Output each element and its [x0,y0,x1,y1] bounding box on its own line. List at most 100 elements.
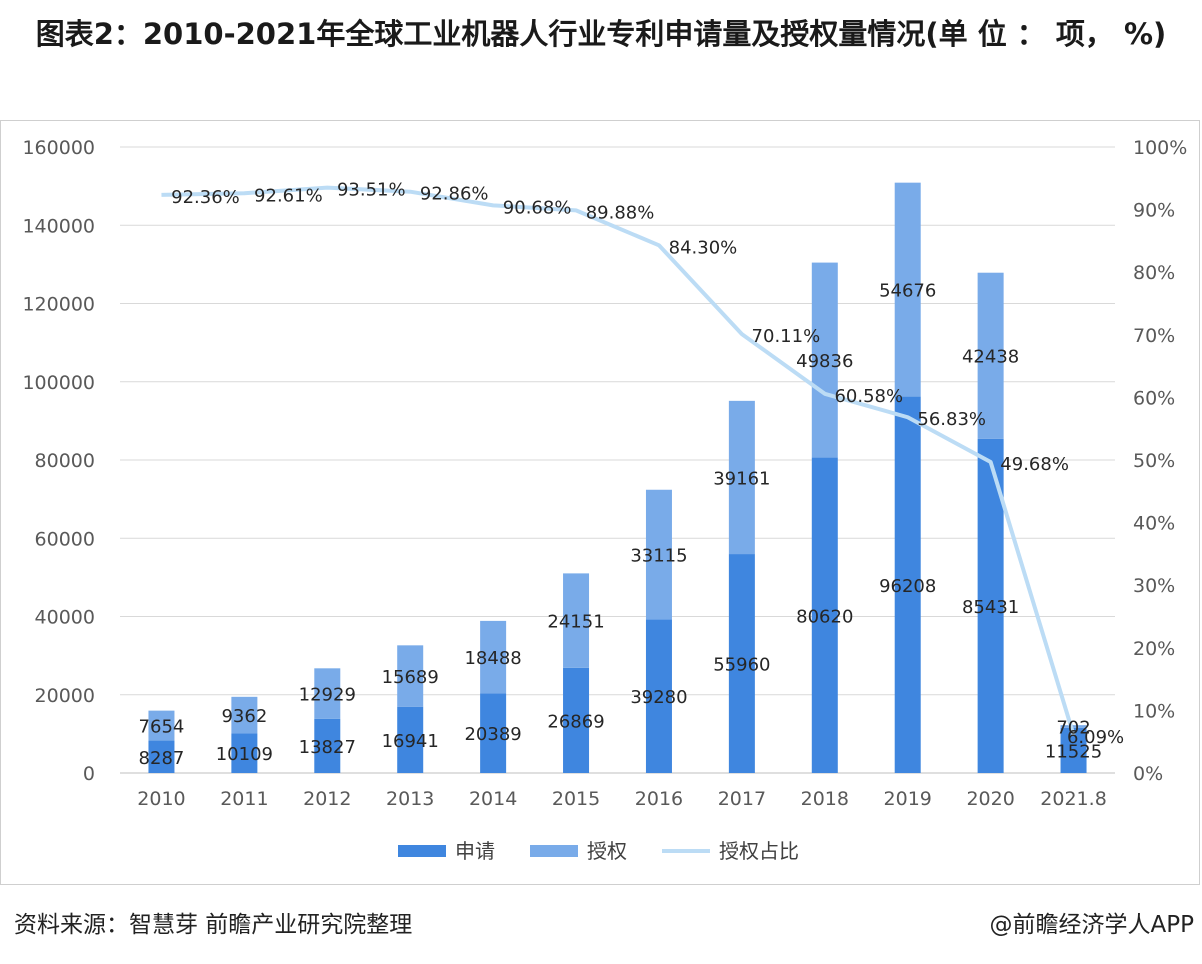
y2-tick-label: 40% [1133,513,1175,535]
legend-label-apply: 申请 [455,839,495,863]
label-apply: 11525 [1045,741,1102,762]
y2-tick-label: 70% [1133,325,1175,347]
x-tick-label: 2017 [718,788,766,810]
bar-grant [645,489,672,620]
bar-grant [894,182,921,397]
axes: 0 20000 40000 60000 80000 100000 120000 140000 1… [22,137,1187,810]
bar-grant [1060,725,1087,728]
source-note: 资料来源：智慧芽 前瞻产业研究院整理 [14,912,413,938]
y2-tick-label: 10% [1133,700,1175,722]
x-tick-label: 2012 [303,788,351,810]
x-tick-label: 2020 [966,788,1014,810]
bar-apply [728,554,755,773]
label-grant: 39161 [713,468,770,489]
y-tick-label: 100000 [22,372,95,394]
label-grant: 15689 [382,667,439,688]
y2-tick-label: 60% [1133,387,1175,409]
label-grant: 24151 [547,612,604,633]
credit-note: @前瞻经济学人APP [989,912,1194,938]
bar-grant [314,668,341,719]
label-ratio: 90.68% [503,197,572,218]
label-apply: 39280 [630,687,687,708]
label-grant: 49836 [796,351,853,372]
x-tick-label: 2018 [801,788,849,810]
label-grant: 702 [1056,718,1090,739]
x-tick-label: 2021.8 [1040,788,1106,810]
bar-apply [231,733,258,773]
label-grant: 7654 [139,717,185,738]
label-apply: 13827 [299,737,356,758]
label-ratio: 56.83% [917,409,986,430]
data-labels: 8287 7654 10109 9362 13827 12929 16941 15689 203… [139,180,1125,769]
label-ratio: 92.36% [171,187,240,208]
label-ratio: 89.88% [586,202,655,223]
label-ratio: 84.30% [669,237,738,258]
x-tick-label: 2015 [552,788,600,810]
ratio-line [161,185,1076,736]
y-tick-label: 60000 [35,528,95,550]
label-grant: 9362 [221,706,267,727]
bar-grant [397,645,424,707]
chart-title: 图表2：2010-2021年全球工业机器人行业专利申请量及授权量情况(单 位 ：… [35,17,1167,51]
label-grant: 18488 [464,648,521,669]
label-ratio: 92.61% [254,185,323,206]
bar-grant [811,262,838,458]
y-tick-label: 140000 [22,215,95,237]
y-tick-label: 120000 [22,294,95,316]
bar-apply [645,619,672,773]
label-apply: 26869 [547,711,604,732]
y2-tick-label: 30% [1133,575,1175,597]
y-tick-label: 40000 [35,607,95,629]
bar-grant [148,710,175,741]
y2-tick-label: 90% [1133,200,1175,222]
bar-grant [563,573,590,668]
bar-grant [977,272,1004,439]
label-ratio: 93.51% [337,180,406,201]
ratio-polyline [161,185,1076,736]
label-ratio: 60.58% [834,386,903,407]
label-apply: 80620 [796,606,853,627]
y2-tick-label: 100% [1133,137,1187,159]
legend: 申请 授权 授权占比 [398,839,799,863]
x-tick-label: 2016 [635,788,683,810]
legend-label-grant: 授权 [587,839,627,863]
label-ratio: 92.86% [420,184,489,205]
y-tick-label: 80000 [35,450,95,472]
y2-tick-label: 20% [1133,638,1175,660]
label-apply: 20389 [464,724,521,745]
label-grant: 42438 [962,347,1019,368]
x-tick-label: 2019 [884,788,932,810]
x-tick-label: 2011 [220,788,268,810]
y-tick-label: 160000 [22,137,95,159]
grid-lines [120,146,1115,774]
chart-frame [0,120,1200,885]
x-tick-label: 2013 [386,788,434,810]
legend-swatch-grant [530,845,578,857]
x-tick-label: 2014 [469,788,517,810]
bar-grant [728,400,755,555]
label-apply: 10109 [216,744,273,765]
legend-label-ratio: 授权占比 [719,839,799,863]
label-grant: 12929 [299,685,356,706]
y-tick-label: 0 [83,763,95,785]
bar-apply [894,396,921,773]
y2-tick-label: 50% [1133,450,1175,472]
bar-apply [1060,727,1087,773]
label-apply: 8287 [139,748,185,769]
label-apply: 85431 [962,597,1019,618]
y2-tick-label: 80% [1133,262,1175,284]
y2-tick-label: 0% [1133,763,1163,785]
bar-grant [480,620,507,694]
label-ratio: 70.11% [752,326,821,347]
y-tick-label: 20000 [35,685,95,707]
bar-grant [231,696,258,734]
bar-apply [148,740,175,773]
label-apply: 16941 [382,731,439,752]
label-ratio: 6.09% [1067,727,1124,748]
bar-apply [397,706,424,773]
bar-apply [563,667,590,773]
label-grant: 33115 [630,546,687,567]
bars [148,182,1087,773]
x-tick-label: 2010 [137,788,185,810]
